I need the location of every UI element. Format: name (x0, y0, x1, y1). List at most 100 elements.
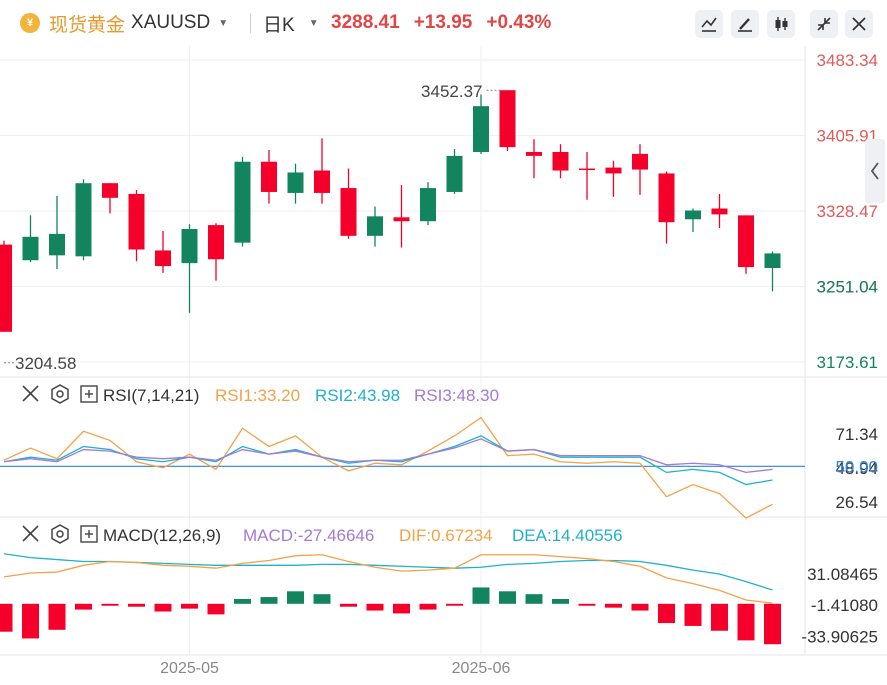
candle-body (155, 250, 171, 267)
candle-body (0, 244, 12, 332)
rsi-expand-icon[interactable] (80, 385, 98, 403)
chart-header: ¥ 现货黄金 XAUUSD ▼ 日K ▼ 3288.41 +13.95 +0.4… (0, 0, 887, 46)
rsi-title: RSI(7,14,21) (103, 386, 199, 405)
macd-bar (260, 597, 278, 604)
macd-bar (764, 603, 781, 645)
dif-line (3, 554, 773, 604)
candle-type-button[interactable] (767, 10, 795, 38)
price-tick-label: 3405.91 (817, 126, 878, 145)
current-price: 3288.41 (331, 12, 400, 33)
candle-body (208, 225, 224, 260)
max-price-label: 3452.37 (421, 82, 482, 101)
candle-type-icon (775, 17, 788, 31)
chevron-left-icon (870, 162, 879, 180)
candle-body (526, 151, 542, 156)
candle-body (128, 193, 145, 250)
draw-button[interactable] (731, 10, 759, 38)
macd-bar (154, 603, 172, 612)
chart-background (0, 46, 887, 685)
rsi-lines (0, 416, 805, 519)
candle-body (49, 233, 65, 256)
price-tick-label: 3483.34 (817, 51, 878, 70)
candle-body (685, 210, 701, 220)
macd-bar (472, 587, 490, 604)
rsi-tick-label: 71.34 (835, 425, 878, 444)
time-tick-label: 2025-06 (452, 660, 511, 677)
macd-bar (207, 603, 225, 615)
rsi-line-rsi3 (3, 438, 773, 474)
price-change: +13.95 (413, 12, 473, 33)
rsi2-legend: RSI2:43.98 (315, 386, 400, 405)
rsi-close-icon[interactable] (22, 385, 39, 402)
macd-bar (48, 603, 66, 630)
macd-title: MACD(12,26,9) (103, 526, 221, 545)
macd-close-icon[interactable] (22, 525, 39, 542)
instrument-symbol: XAUUSD (131, 12, 211, 33)
macd-expand-icon[interactable] (80, 525, 98, 543)
macd-bar (340, 603, 357, 607)
instrument-name: 现货黄金 (49, 14, 126, 36)
rsi-panel-header: RSI(7,14,21) RSI1:33.20 RSI2:43.98 RSI3:… (22, 384, 499, 405)
dif-legend: DIF:0.67234 (399, 526, 493, 545)
candle-body (764, 253, 781, 269)
macd-bar (631, 603, 649, 611)
macd-bar (711, 603, 728, 631)
candle-body (75, 183, 92, 257)
macd-settings-icon[interactable] (51, 524, 69, 544)
price-axis: 3483.343405.913328.473251.043173.613251.… (817, 51, 878, 372)
period-chevron-down-icon: ▼ (308, 17, 319, 29)
macd-bar (552, 599, 569, 604)
header-divider (250, 13, 251, 33)
rsi-tick-label: 26.54 (835, 493, 878, 512)
rsi1-legend: RSI1:33.20 (215, 386, 300, 405)
macd-legend: MACD:-27.46646 (243, 526, 374, 545)
rsi-line-rsi1 (3, 416, 773, 519)
time-tick-label: 2025-05 (160, 660, 219, 677)
candle-body (181, 229, 198, 264)
macd-bar (446, 603, 463, 606)
candle-body (605, 167, 622, 174)
price-tick-label: 3251.04 (817, 278, 878, 297)
rsi-tick-label: 48.94 (835, 459, 878, 478)
period-selector[interactable]: 日K ▼ (263, 0, 319, 46)
rsi-axis: 71.34 48.94 26.54 (835, 425, 878, 512)
macd-tick-label: -1.41080 (811, 596, 878, 615)
candle-body (102, 183, 118, 198)
current-price-axis-label: 3251.04 (817, 278, 878, 297)
macd-lines (3, 553, 773, 604)
candle-body (579, 168, 595, 171)
indicator-button[interactable] (695, 10, 723, 38)
candle-body (499, 90, 516, 148)
candle-body (393, 217, 410, 222)
candle-body (420, 188, 436, 222)
chevron-down-icon: ▼ (218, 17, 229, 29)
candle-body (738, 215, 754, 268)
candle-body (367, 216, 383, 236)
min-price-label: 3204.58 (15, 354, 76, 373)
macd-tick-label: -33.90625 (801, 627, 878, 646)
indicator-icon (701, 17, 717, 32)
draw-icon (738, 18, 752, 32)
symbol-selector[interactable]: ¥ 现货黄金 XAUUSD ▼ (20, 0, 228, 46)
macd-bar (578, 603, 596, 606)
candle-body (711, 208, 728, 215)
macd-bar (313, 594, 331, 604)
rsi3-legend: RSI3:48.30 (414, 386, 499, 405)
macd-bar (419, 603, 437, 610)
macd-bar (101, 603, 119, 606)
close-button[interactable] (845, 10, 873, 38)
macd-bar (684, 603, 702, 626)
candle-body (446, 155, 463, 192)
macd-histogram (0, 587, 781, 645)
price-tick-label: 3173.61 (817, 353, 878, 372)
rsi-settings-icon[interactable] (51, 384, 69, 404)
period-label: 日K (263, 14, 295, 36)
candle-body (261, 161, 277, 192)
collapse-button[interactable] (810, 10, 838, 38)
candlestick-series (0, 90, 781, 332)
macd-axis: 31.08465 -1.41080 -33.90625 (801, 565, 878, 647)
macd-bar (499, 591, 516, 604)
side-panel-toggle[interactable] (865, 139, 885, 203)
price-change-percent: +0.43% (486, 12, 552, 33)
